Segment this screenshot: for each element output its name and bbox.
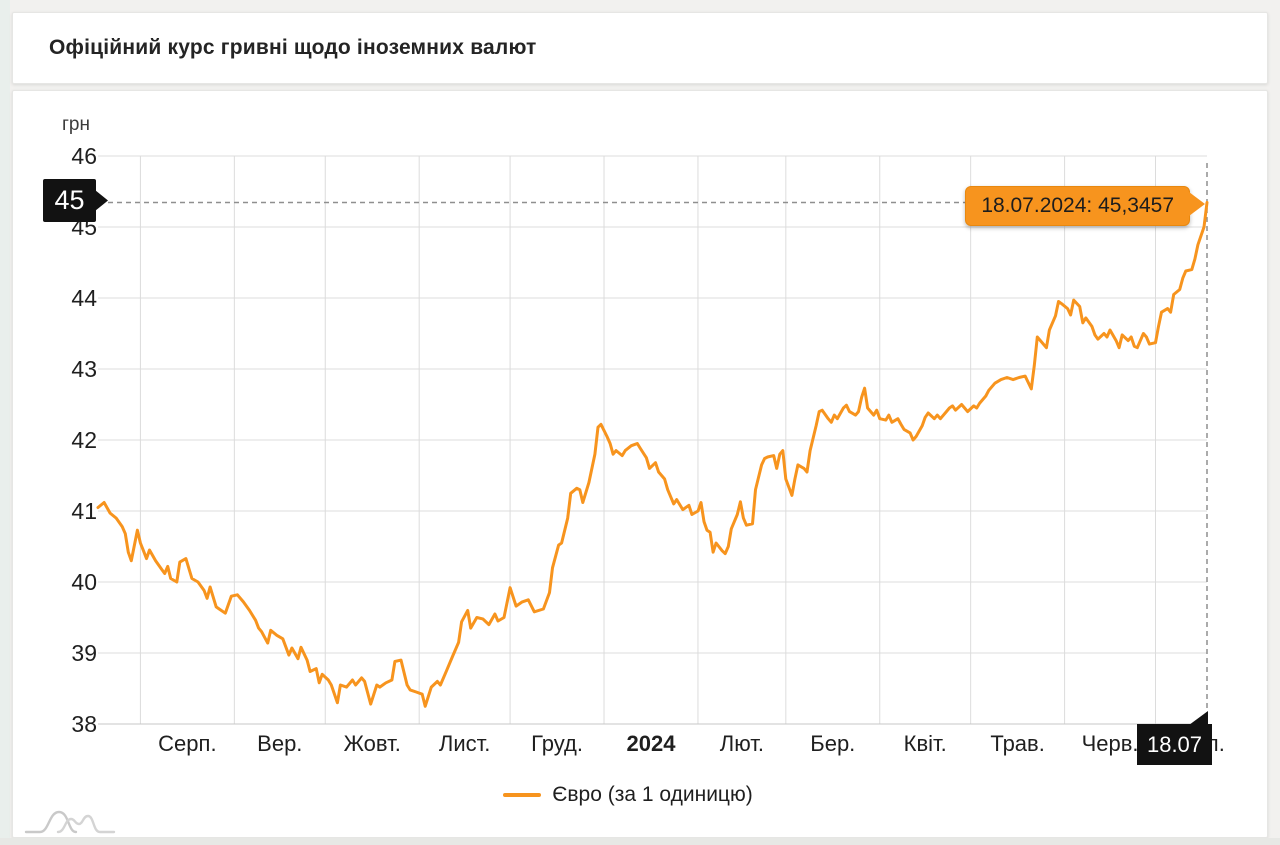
y-tick-label: 41 [71,498,97,524]
page-title: Офіційний курс гривні щодо іноземних вал… [49,36,537,59]
y-tick-label: 43 [71,356,97,382]
x-tick-label: Груд. [531,731,583,756]
y-tick-label: 38 [71,711,97,737]
x-tick-label: Трав. [990,731,1045,756]
point-tooltip-text: 18.07.2024: 45,3457 [981,194,1174,217]
y-axis-value-marker: 45 [43,179,96,222]
y-tick-label: 46 [71,143,97,169]
y-axis-unit-label: грн [62,114,90,135]
y-tick-label: 40 [71,569,97,595]
bottom-edge-strip [0,838,1280,845]
point-tooltip: 18.07.2024: 45,3457 [965,186,1190,226]
x-tick-label: Лют. [719,731,764,756]
legend-label: Євро (за 1 одиницю) [552,783,753,806]
header-card: Офіційний курс гривні щодо іноземних вал… [12,12,1268,84]
x-tick-label: Бер. [810,731,856,756]
y-tick-label: 39 [71,640,97,666]
waves-watermark-icon [24,810,116,834]
x-tick-label: Черв. [1081,731,1139,756]
legend-line-marker-icon [503,793,542,797]
x-tick-label: 2024 [626,731,676,756]
y-tick-label: 42 [71,427,97,453]
x-tick-label: Лист. [438,731,491,756]
x-axis-date-marker: 18.07 [1137,724,1212,765]
x-tick-label: Квіт. [903,731,947,756]
legend[interactable]: Євро (за 1 одиницю) [0,783,1256,807]
left-accent-strip [0,0,10,845]
x-tick-label: Жовт. [343,731,401,756]
y-tick-label: 44 [71,285,97,311]
x-tick-label: Серп. [158,731,217,756]
x-tick-label: Вер. [257,731,303,756]
